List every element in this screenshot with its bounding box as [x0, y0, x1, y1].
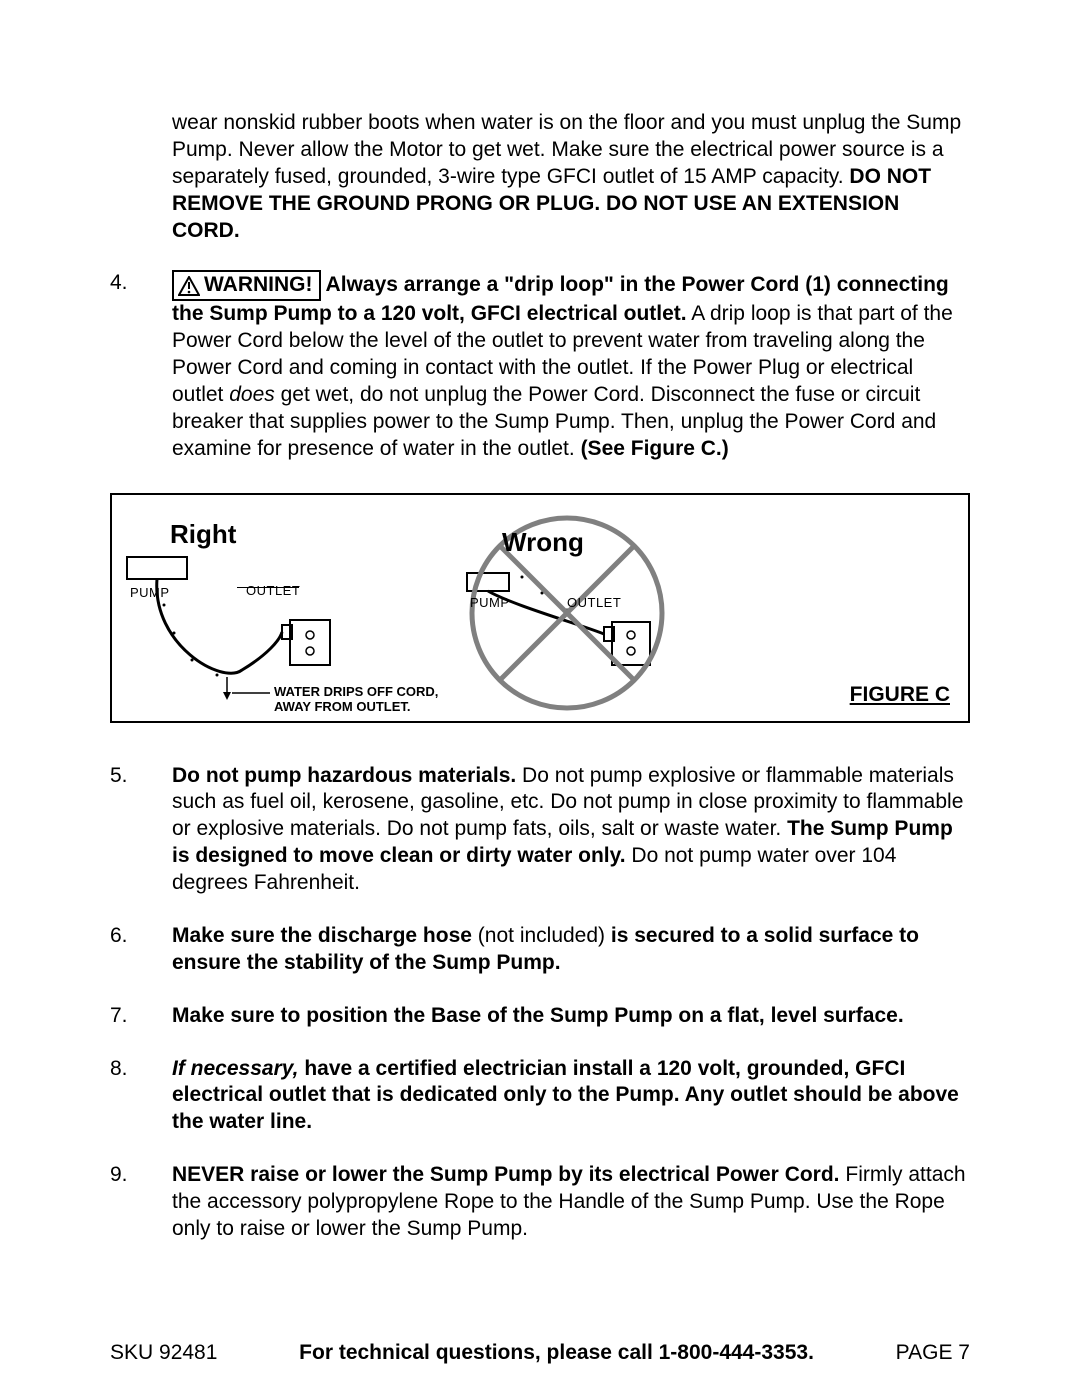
fig-right-pump-label: PUMP: [130, 585, 170, 600]
page-footer: SKU 92481 For technical questions, pleas…: [110, 1341, 970, 1365]
footer-sku: SKU 92481: [110, 1341, 217, 1365]
item-7-number: 7.: [110, 1003, 172, 1030]
fig-caption-2: AWAY FROM OUTLET.: [274, 699, 411, 714]
warning-box: WARNING!: [172, 270, 321, 301]
list-item-5: 5. Do not pump hazardous materials. Do n…: [110, 763, 970, 897]
fig-wrong-pump-label: PUMP: [470, 595, 510, 610]
figure-c: Right Wrong PUMP OUTLET PUMP OUTLET WATE…: [110, 493, 970, 723]
item-4-does: does: [229, 383, 275, 406]
footer-call: For technical questions, please call 1-8…: [299, 1341, 814, 1365]
list-item-6: 6. Make sure the discharge hose (not inc…: [110, 923, 970, 977]
warning-label: WARNING!: [204, 273, 313, 296]
item-9-bold-lead: NEVER raise or lower the Sump Pump by it…: [172, 1163, 840, 1186]
intro-text: wear nonskid rubber boots when water is …: [172, 110, 970, 244]
list-item-4: 4. WARNING! Always arrange a "drip loop"…: [110, 270, 970, 462]
fig-right-title: Right: [170, 519, 236, 550]
item-9-number: 9.: [110, 1162, 172, 1243]
outlet-leader: [237, 587, 299, 588]
item-7-bold: Make sure to position the Base of the Su…: [172, 1004, 904, 1027]
item-6-bold-lead: Make sure the discharge hose: [172, 924, 478, 947]
intro-paragraph: wear nonskid rubber boots when water is …: [110, 110, 970, 244]
fig-wrong-outlet-label: OUTLET: [567, 595, 621, 610]
item-4-number: 4.: [110, 270, 172, 462]
fig-wrong-title: Wrong: [502, 527, 584, 558]
item-6-paren: (not included): [478, 924, 605, 947]
item-4-body2: get wet, do not unplug the Power Cord. D…: [172, 383, 936, 460]
list-item-8: 8. If necessary, have a certified electr…: [110, 1056, 970, 1137]
item-8-ital-lead: If necessary,: [172, 1057, 298, 1080]
item-6-number: 6.: [110, 923, 172, 977]
intro-body: wear nonskid rubber boots when water is …: [172, 111, 961, 188]
item-5-number: 5.: [110, 763, 172, 897]
warning-triangle-icon: [178, 276, 200, 296]
figure-c-label: FIGURE C: [850, 683, 950, 707]
list-item-9: 9. NEVER raise or lower the Sump Pump by…: [110, 1162, 970, 1243]
list-item-7: 7. Make sure to position the Base of the…: [110, 1003, 970, 1030]
item-8-number: 8.: [110, 1056, 172, 1137]
fig-caption-1: WATER DRIPS OFF CORD,: [274, 684, 438, 699]
item-4-bold-tail: (See Figure C.): [581, 437, 729, 460]
item-5-bold-lead: Do not pump hazardous materials.: [172, 764, 516, 787]
fig-right-outlet-label: OUTLET: [246, 583, 300, 598]
footer-page: PAGE 7: [896, 1341, 970, 1365]
